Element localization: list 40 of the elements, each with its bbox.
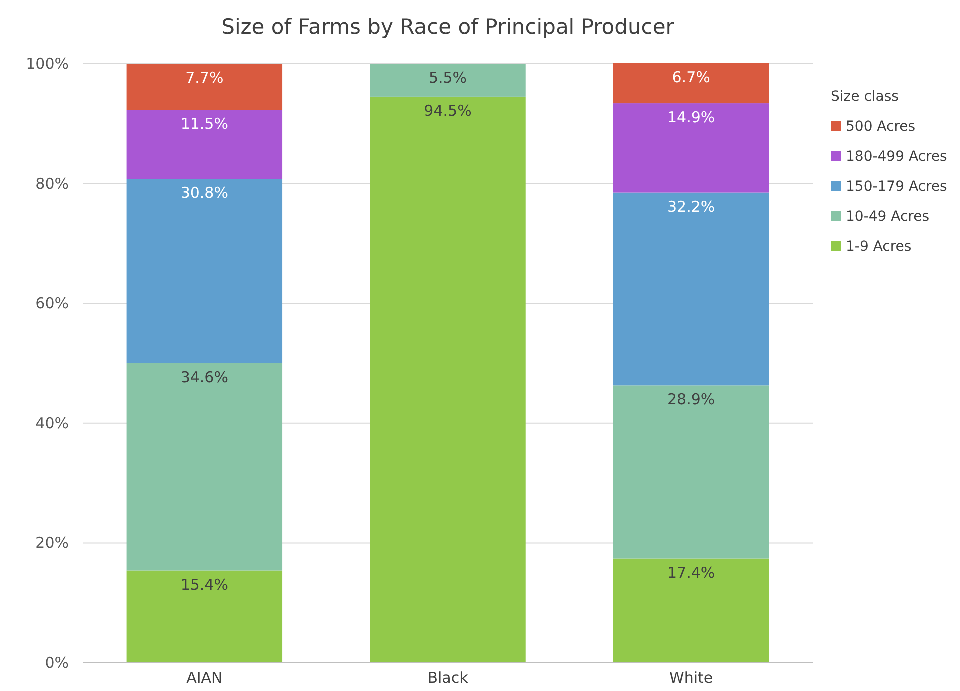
- data-label: 6.7%: [672, 68, 710, 86]
- bar: [126, 110, 283, 180]
- legend-label: 180-499 Acres: [846, 149, 948, 165]
- bar: [370, 64, 526, 97]
- bar: [126, 364, 283, 571]
- data-label: 32.2%: [668, 198, 716, 216]
- data-label: 11.5%: [180, 115, 228, 134]
- legend-label: 150-179 Acres: [846, 179, 948, 195]
- legend-title: Size class: [831, 89, 899, 105]
- data-label: 5.5%: [428, 69, 468, 87]
- bar: [613, 104, 770, 193]
- bar: [126, 570, 283, 663]
- data-label: 17.4%: [668, 564, 716, 582]
- bar: [613, 192, 770, 386]
- legend-label: 1-9 Acres: [846, 239, 912, 255]
- y-tick-label: 40%: [36, 414, 69, 432]
- bar: [126, 64, 283, 110]
- data-label: 14.9%: [668, 108, 716, 127]
- data-label: 28.9%: [668, 390, 716, 409]
- legend-label: 500 Acres: [846, 119, 916, 135]
- y-tick-label: 80%: [36, 174, 69, 193]
- data-label: 94.5%: [424, 102, 472, 120]
- data-label: 30.8%: [180, 184, 228, 202]
- bar: [370, 96, 526, 663]
- bar: [613, 558, 770, 663]
- legend-label: 10-49 Acres: [846, 209, 930, 225]
- bar: [613, 386, 770, 559]
- data-label: 15.4%: [180, 576, 228, 594]
- y-tick-label: 20%: [36, 534, 69, 552]
- y-tick-label: 60%: [36, 294, 69, 313]
- x-tick-label: White: [670, 669, 714, 687]
- data-label: 34.6%: [180, 368, 228, 386]
- y-tick-label: 100%: [26, 55, 69, 73]
- bar: [126, 179, 283, 364]
- x-tick-label: AIAN: [186, 669, 223, 687]
- data-label: 7.7%: [186, 69, 224, 87]
- x-tick-label: Black: [428, 669, 469, 687]
- y-tick-label: 0%: [45, 654, 69, 672]
- bar: [613, 63, 770, 104]
- chart-title: Size of Farms by Race of Principal Producer: [222, 15, 675, 39]
